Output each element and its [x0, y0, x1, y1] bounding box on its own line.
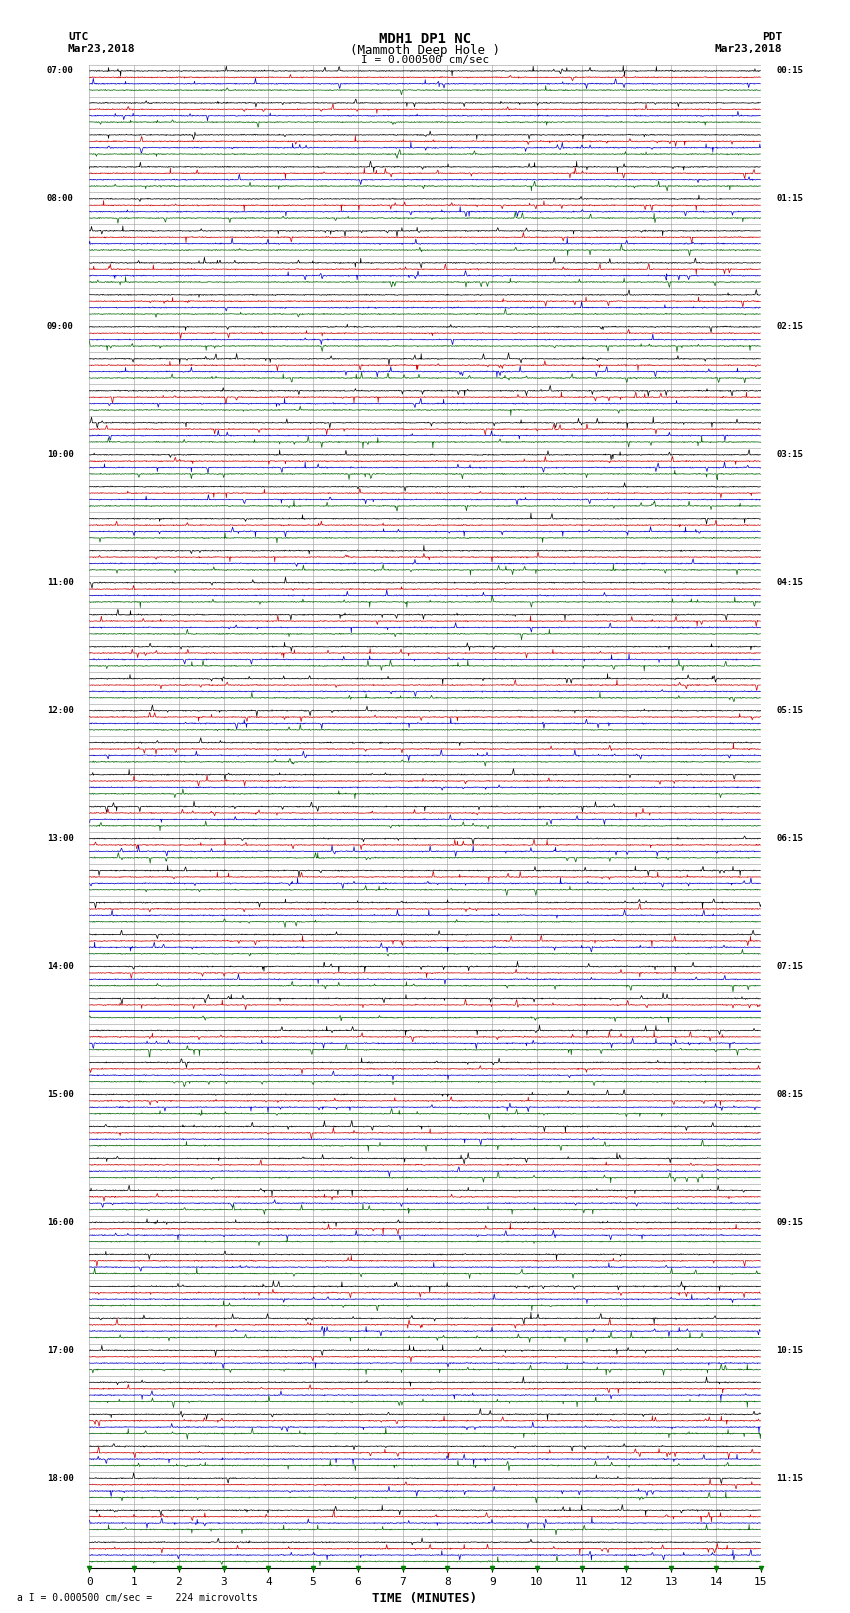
Text: 06:15: 06:15	[776, 834, 803, 844]
Text: 09:00: 09:00	[47, 323, 74, 331]
Text: 05:15: 05:15	[776, 706, 803, 715]
Text: 09:15: 09:15	[776, 1218, 803, 1227]
Text: MDH1 DP1 NC: MDH1 DP1 NC	[379, 32, 471, 47]
Text: I = 0.000500 cm/sec: I = 0.000500 cm/sec	[361, 55, 489, 65]
Text: Mar23,2018: Mar23,2018	[68, 44, 135, 53]
Text: (Mammoth Deep Hole ): (Mammoth Deep Hole )	[350, 44, 500, 56]
Text: 07:15: 07:15	[776, 961, 803, 971]
Text: 17:00: 17:00	[47, 1345, 74, 1355]
Text: 03:15: 03:15	[776, 450, 803, 460]
Text: Mar23,2018: Mar23,2018	[715, 44, 782, 53]
Text: 10:15: 10:15	[776, 1345, 803, 1355]
Text: 16:00: 16:00	[47, 1218, 74, 1227]
Text: 00:15: 00:15	[776, 66, 803, 76]
Text: 11:15: 11:15	[776, 1474, 803, 1482]
Text: 07:00: 07:00	[47, 66, 74, 76]
Text: 08:15: 08:15	[776, 1090, 803, 1098]
Text: 12:00: 12:00	[47, 706, 74, 715]
Text: 18:00: 18:00	[47, 1474, 74, 1482]
Text: a I = 0.000500 cm/sec =    224 microvolts: a I = 0.000500 cm/sec = 224 microvolts	[17, 1594, 258, 1603]
Text: 02:15: 02:15	[776, 323, 803, 331]
X-axis label: TIME (MINUTES): TIME (MINUTES)	[372, 1592, 478, 1605]
Text: PDT: PDT	[762, 32, 782, 42]
Text: 10:00: 10:00	[47, 450, 74, 460]
Text: 04:15: 04:15	[776, 577, 803, 587]
Text: UTC: UTC	[68, 32, 88, 42]
Text: 11:00: 11:00	[47, 577, 74, 587]
Text: 15:00: 15:00	[47, 1090, 74, 1098]
Text: 01:15: 01:15	[776, 194, 803, 203]
Text: 13:00: 13:00	[47, 834, 74, 844]
Text: 14:00: 14:00	[47, 961, 74, 971]
Text: 08:00: 08:00	[47, 194, 74, 203]
